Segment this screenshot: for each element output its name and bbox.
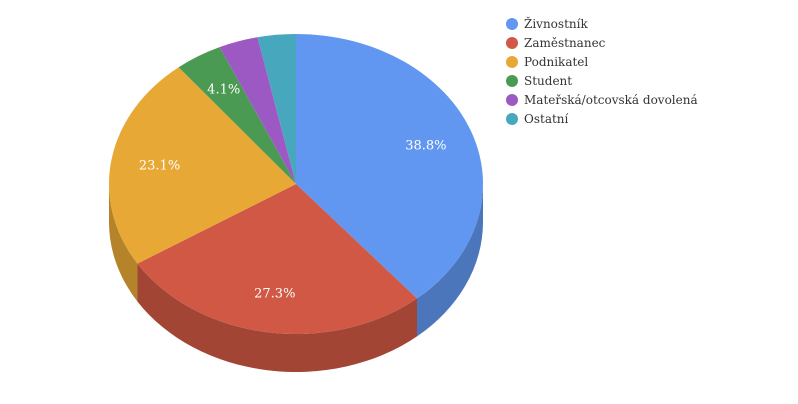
legend-label: Mateřská/otcovská dovolená (524, 92, 698, 107)
legend-item[interactable]: Mateřská/otcovská dovolená (506, 90, 698, 109)
legend-swatch (506, 55, 518, 68)
slice-label-2: 23.1% (139, 159, 180, 174)
pie-slice-2[interactable] (108, 67, 296, 264)
pie-slice-0[interactable] (296, 34, 483, 299)
pie-label-group: 38.8% 27.3% 23.1% 4.1% (139, 82, 447, 301)
pie-top-group (108, 34, 483, 334)
legend-swatch (506, 36, 518, 49)
legend-label: Zaměstnanec (524, 35, 606, 50)
pie-slice-1[interactable] (137, 184, 417, 334)
pie-slice-3[interactable] (178, 47, 296, 185)
legend-swatch (506, 74, 518, 87)
legend-item[interactable]: Živnostník (506, 14, 698, 33)
legend-swatch (506, 93, 518, 106)
slice-label-0: 38.8% (405, 139, 446, 154)
legend-item[interactable]: Student (506, 71, 698, 90)
legend-item[interactable]: Podnikatel (506, 52, 698, 71)
legend-label: Ostatní (524, 111, 569, 126)
legend-swatch (506, 112, 518, 125)
legend-label: Podnikatel (524, 54, 589, 69)
slice-label-3: 4.1% (207, 82, 240, 97)
legend: Živnostník Zaměstnanec Podnikatel Student Ma… (506, 14, 698, 128)
legend-swatch (506, 17, 518, 30)
pie-slice-4[interactable] (219, 37, 296, 185)
slice-label-1: 27.3% (254, 287, 295, 302)
pie-side-2 (109, 184, 138, 302)
pie-side-0 (416, 184, 483, 337)
legend-item[interactable]: Zaměstnanec (506, 33, 698, 52)
pie-side-group (109, 184, 483, 372)
pie-slice-5[interactable] (257, 34, 296, 184)
legend-label: Živnostník (524, 16, 588, 31)
legend-item[interactable]: Ostatní (506, 109, 698, 128)
pie-side-1 (137, 263, 417, 372)
legend-label: Student (524, 73, 573, 88)
